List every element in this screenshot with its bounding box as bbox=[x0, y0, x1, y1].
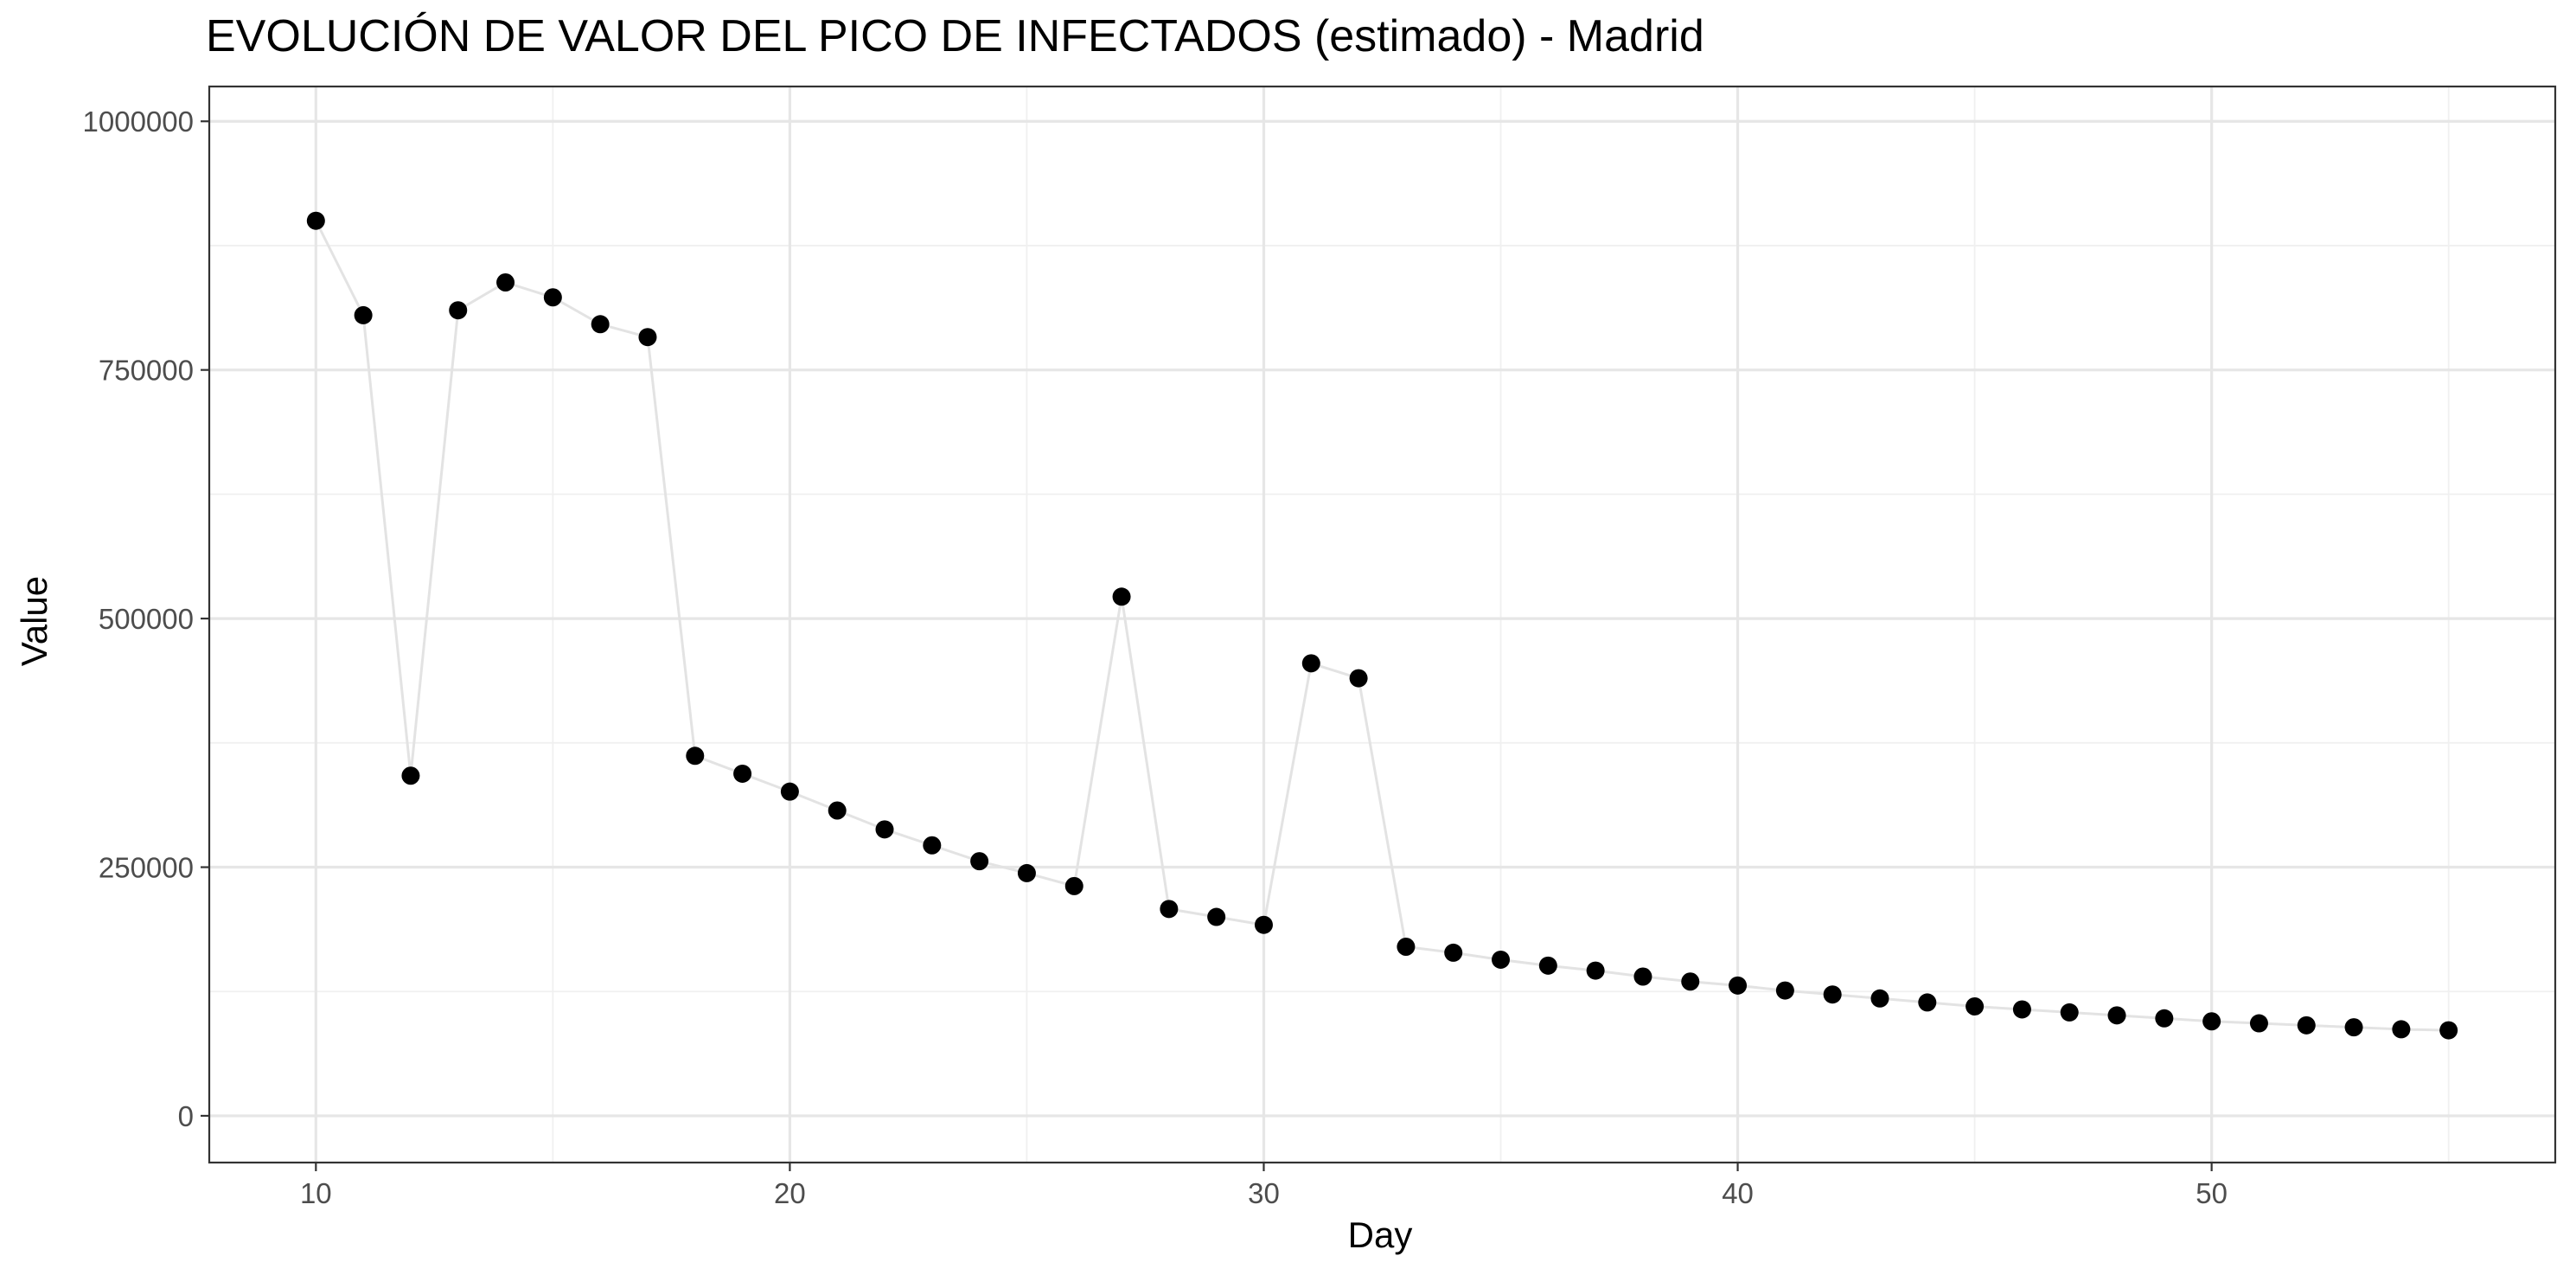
data-point bbox=[1064, 876, 1083, 895]
data-points bbox=[306, 211, 2458, 1040]
data-point bbox=[1918, 993, 1937, 1012]
y-axis-title: Value bbox=[14, 576, 54, 666]
data-point bbox=[496, 272, 515, 292]
series-line bbox=[314, 220, 2449, 1032]
data-point bbox=[2344, 1018, 2363, 1037]
data-point bbox=[1492, 950, 1511, 969]
data-point bbox=[1966, 996, 1985, 1016]
data-point bbox=[1444, 943, 1463, 962]
data-point bbox=[449, 301, 468, 320]
y-tick-label: 250000 bbox=[99, 852, 194, 884]
data-point bbox=[1823, 985, 1842, 1004]
data-point bbox=[1017, 863, 1036, 882]
data-point bbox=[828, 801, 847, 820]
chart-title: EVOLUCIÓN DE VALOR DEL PICO DE INFECTADO… bbox=[206, 11, 1704, 61]
data-point bbox=[1729, 976, 1748, 995]
y-axis: 0 250000 500000 750000 1000000 bbox=[83, 106, 209, 1132]
data-point bbox=[2107, 1006, 2126, 1025]
data-point bbox=[1586, 961, 1605, 980]
data-point bbox=[1681, 972, 1700, 991]
data-point bbox=[306, 211, 325, 230]
data-point bbox=[2155, 1009, 2174, 1028]
data-point bbox=[354, 305, 373, 324]
x-tick-label: 50 bbox=[2196, 1177, 2228, 1209]
y-tick-label: 0 bbox=[178, 1100, 194, 1132]
data-point bbox=[1160, 900, 1179, 919]
x-tick-label: 40 bbox=[1722, 1177, 1754, 1209]
data-point bbox=[1870, 989, 1889, 1008]
data-point bbox=[2297, 1016, 2316, 1035]
x-axis-title: Day bbox=[1348, 1214, 1413, 1255]
data-point bbox=[2249, 1014, 2268, 1033]
data-point bbox=[686, 746, 705, 766]
data-point bbox=[1254, 915, 1273, 934]
data-point bbox=[1301, 654, 1320, 673]
x-tick-label: 30 bbox=[1248, 1177, 1280, 1209]
x-tick-label: 10 bbox=[300, 1177, 332, 1209]
y-tick-label: 500000 bbox=[99, 603, 194, 635]
data-point bbox=[638, 328, 657, 347]
data-point bbox=[1207, 907, 1226, 926]
data-point bbox=[1633, 967, 1652, 986]
data-point bbox=[2060, 1003, 2079, 1022]
data-point bbox=[1349, 669, 1368, 688]
data-point bbox=[543, 288, 562, 307]
data-point bbox=[401, 766, 420, 785]
data-point bbox=[1775, 981, 1794, 1000]
data-point bbox=[2392, 1020, 2411, 1039]
data-point bbox=[1397, 938, 1416, 957]
x-axis: 10 20 30 40 50 bbox=[300, 1163, 2228, 1209]
data-point bbox=[1538, 956, 1557, 975]
data-point bbox=[780, 782, 799, 801]
minor-gridlines bbox=[209, 86, 2555, 1163]
data-point bbox=[2012, 1000, 2031, 1019]
data-point bbox=[591, 315, 610, 334]
data-point bbox=[733, 764, 752, 783]
data-point bbox=[2439, 1021, 2458, 1040]
x-tick-label: 20 bbox=[774, 1177, 806, 1209]
y-tick-label: 1000000 bbox=[83, 106, 194, 138]
y-tick-label: 750000 bbox=[99, 355, 194, 387]
major-gridlines bbox=[209, 86, 2555, 1163]
data-point bbox=[923, 836, 942, 855]
panel-border bbox=[208, 85, 2557, 1164]
data-point bbox=[970, 852, 989, 871]
data-point bbox=[875, 820, 894, 839]
data-point bbox=[2202, 1012, 2221, 1031]
data-point bbox=[1112, 587, 1131, 606]
